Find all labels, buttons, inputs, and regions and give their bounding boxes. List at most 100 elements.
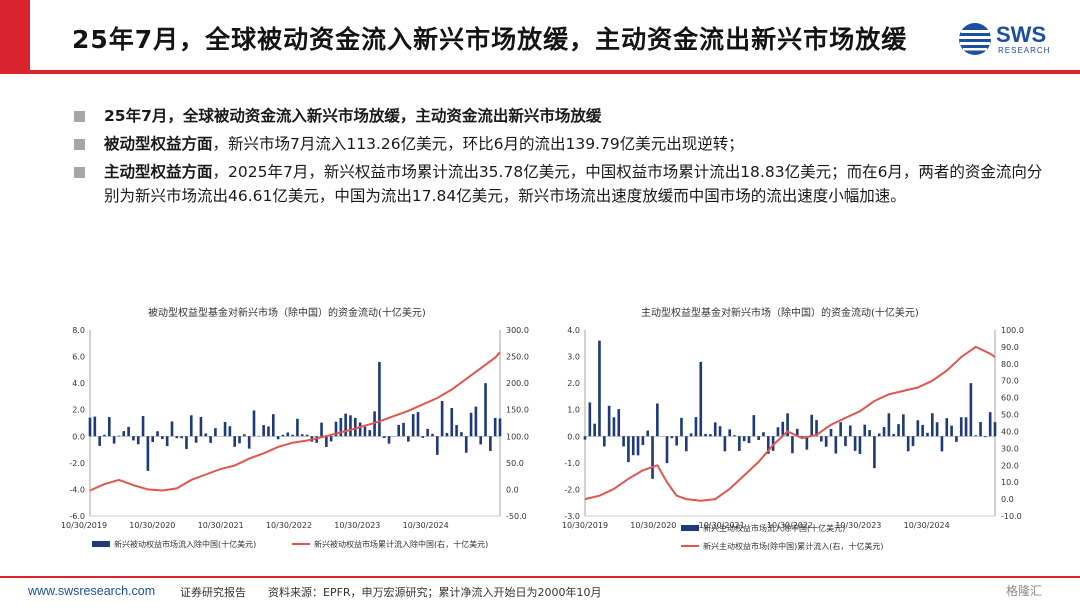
flow-bar [243, 434, 246, 437]
right-axis-tick-label: 30.0 [1001, 444, 1019, 453]
flow-bar [151, 436, 155, 443]
left-axis-tick-label: 6.0 [72, 353, 85, 362]
right-axis-tick-label: 60.0 [1001, 394, 1019, 403]
square-bullet-icon [74, 139, 85, 150]
legend-bar-swatch [92, 541, 110, 547]
legend-line-label: 新兴被动权益市场累计流入除中国(右，十亿美元) [314, 539, 488, 549]
bullet-item: 主动型权益方面，2025年7月，新兴权益市场累计流出35.78亿美元，中国权益市… [74, 160, 1044, 208]
flow-bar [358, 422, 362, 437]
flow-bar [742, 436, 746, 442]
x-axis-tick-label: 10/30/2020 [129, 521, 175, 530]
flow-bar [583, 436, 587, 440]
right-axis-tick-label: 50.0 [506, 459, 524, 468]
flow-bar [180, 436, 183, 439]
flow-bar [959, 417, 963, 437]
flow-bar [834, 436, 838, 454]
flow-bar [771, 436, 775, 451]
flow-bar [228, 426, 232, 437]
right-axis-tick-label: 10.0 [1001, 478, 1019, 487]
flow-bar [713, 422, 717, 437]
flow-bar [252, 410, 256, 437]
flow-bar [684, 436, 688, 452]
flow-bar [911, 436, 915, 447]
flow-bar [122, 431, 126, 437]
sws-logo: SWS RESEARCH [958, 20, 1068, 60]
left-axis-tick-label: 3.0 [567, 353, 580, 362]
flow-bar [455, 425, 458, 437]
flow-bar [940, 436, 944, 452]
flow-bar [781, 421, 785, 437]
flow-bar [426, 428, 429, 437]
flow-bar [445, 432, 449, 437]
flow-bar [887, 413, 891, 437]
flow-bar [103, 434, 106, 437]
flow-bar [112, 436, 116, 444]
flow-bar [353, 417, 357, 437]
flow-bar [156, 431, 159, 437]
flow-bar [820, 436, 823, 442]
flow-bar [844, 436, 847, 447]
flow-bar [689, 433, 693, 437]
flow-bar [766, 436, 770, 454]
flow-bar [665, 436, 669, 464]
flow-bar [493, 417, 497, 437]
flow-bar [460, 432, 463, 437]
x-axis-tick-label: 10/30/2023 [835, 521, 881, 530]
square-bullet-icon [74, 167, 85, 178]
x-axis-tick-label: 10/30/2020 [630, 521, 676, 530]
flow-bar [435, 436, 439, 455]
footer-url-link[interactable]: www.swsresearch.com [28, 584, 156, 598]
legend-bar-label: 新兴被动权益市场流入除中国(十亿美元) [114, 539, 256, 549]
flow-bar [334, 421, 338, 437]
flow-bar [873, 436, 876, 469]
flow-bar [955, 436, 958, 442]
flow-bar [223, 421, 227, 437]
flow-bar [189, 415, 193, 437]
flow-bar [602, 436, 606, 447]
flow-bar [247, 436, 251, 449]
flow-bar [450, 408, 454, 437]
flow-bar [199, 416, 203, 437]
flow-bar [170, 421, 174, 437]
flow-bar [709, 434, 712, 437]
bullet-item: 25年7月，全球被动资金流入新兴市场放缓，主动资金流出新兴市场放缓 [74, 104, 1044, 128]
flow-bar [723, 436, 727, 452]
flow-bar [368, 430, 372, 437]
x-axis-tick-label: 10/30/2019 [562, 521, 608, 530]
flow-bar [300, 434, 304, 437]
chart-title: 被动型权益型基金对新兴市场（除中国）的资金流动(十亿美元) [148, 308, 426, 319]
flow-bar [607, 405, 611, 437]
flow-bar [281, 434, 285, 437]
flow-bar [474, 406, 478, 437]
x-axis-tick-label: 10/30/2024 [403, 521, 449, 530]
flow-bar [728, 429, 732, 437]
flow-bar [416, 412, 420, 437]
flow-bar [916, 420, 920, 437]
bullet-list: 25年7月，全球被动资金流入新兴市场放缓，主动资金流出新兴市场放缓 被动型权益方… [74, 104, 1044, 212]
bullet-heading: 主动型权益方面 [104, 163, 213, 181]
flow-bar [117, 435, 121, 437]
flow-bar [262, 425, 265, 437]
flow-bar [892, 434, 896, 437]
flow-bar [921, 424, 924, 437]
left-axis-tick-label: 4.0 [72, 379, 85, 388]
flow-bar [718, 426, 722, 437]
x-axis-tick-label: 10/30/2021 [699, 521, 745, 530]
x-axis-tick-label: 10/30/2024 [904, 521, 950, 530]
flow-bar [402, 422, 405, 437]
flow-bar [612, 417, 616, 437]
flow-bar [469, 412, 473, 437]
right-axis-tick-label: 80.0 [1001, 360, 1019, 369]
logo-wordmark: SWS [996, 22, 1047, 47]
flow-bar [670, 436, 674, 439]
flow-bar [141, 416, 145, 437]
left-axis-tick-label: -1.0 [564, 459, 580, 468]
flow-bar [839, 422, 842, 437]
left-axis-tick-label: -2.0 [564, 485, 580, 494]
flow-bar [214, 428, 217, 437]
flow-bar [88, 417, 92, 437]
right-axis-tick-label: 200.0 [506, 379, 529, 388]
flow-bar [291, 434, 294, 437]
footer: www.swsresearch.com 证券研究报告 资料来源：EPFR，申万宏… [0, 576, 1080, 608]
source-note: 资料来源：EPFR，申万宏源研究；累计净流入开始日为2000年10月 [268, 586, 602, 599]
